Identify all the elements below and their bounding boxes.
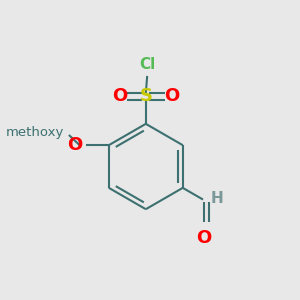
Text: O: O [112,87,127,105]
Text: O: O [68,136,83,154]
Text: S: S [139,87,152,105]
Text: methoxy: methoxy [6,126,64,139]
Text: O: O [165,87,180,105]
Text: H: H [211,190,224,206]
Text: Cl: Cl [139,57,155,72]
Text: O: O [196,229,212,247]
